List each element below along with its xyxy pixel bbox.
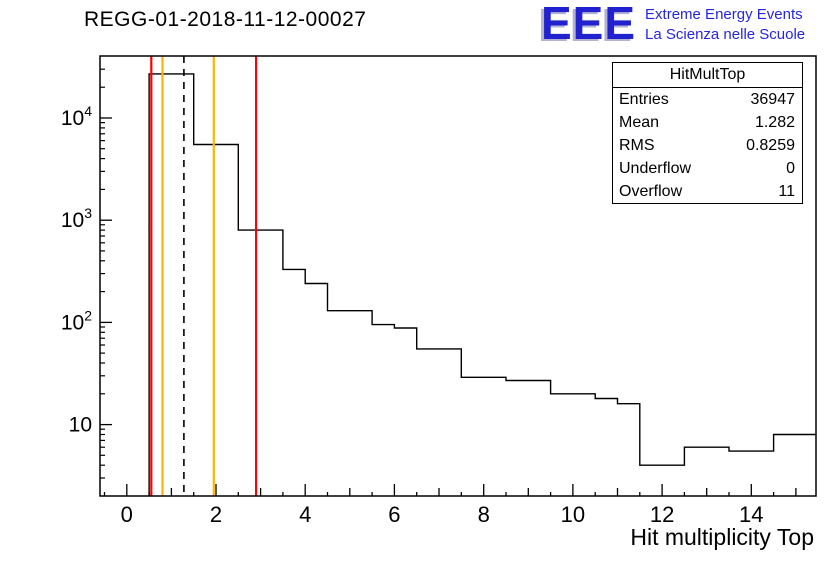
eee-logo-subtitle: Extreme Energy Events La Scienza nelle S… bbox=[645, 5, 805, 46]
svg-text:6: 6 bbox=[388, 502, 400, 527]
svg-text:0: 0 bbox=[121, 502, 133, 527]
svg-text:104: 104 bbox=[61, 103, 92, 130]
svg-text:12: 12 bbox=[650, 502, 674, 527]
stats-box: HitMultTop Entries 36947 Mean 1.282 RMS … bbox=[612, 62, 803, 204]
svg-text:8: 8 bbox=[478, 502, 490, 527]
stats-row: RMS 0.8259 bbox=[613, 134, 802, 157]
eee-logo-line2: La Scienza nelle Scuole bbox=[645, 26, 806, 44]
eee-logo-line1: Extreme Energy Events bbox=[645, 6, 803, 23]
stats-row-label: Overflow bbox=[619, 183, 683, 200]
stats-row: Underflow 0 bbox=[613, 157, 802, 180]
stats-row: Mean 1.282 bbox=[613, 111, 802, 134]
stats-row-label: Underflow bbox=[619, 160, 692, 177]
svg-text:10: 10 bbox=[69, 414, 92, 437]
svg-text:2: 2 bbox=[210, 502, 222, 527]
stats-row-value: 1.282 bbox=[754, 114, 795, 131]
stats-row-value: 36947 bbox=[750, 91, 796, 108]
stats-row-label: RMS bbox=[619, 137, 655, 154]
stats-box-title: HitMultTop bbox=[613, 63, 802, 88]
stats-row-label: Mean bbox=[619, 114, 660, 131]
svg-text:102: 102 bbox=[61, 307, 92, 334]
eee-logo: EEE Extreme Energy Events La Scienza nel… bbox=[541, 0, 805, 49]
svg-text:103: 103 bbox=[61, 205, 92, 232]
stats-row-value: 0 bbox=[786, 160, 795, 177]
chart-title: REGG-01-2018-11-12-00027 bbox=[84, 8, 367, 31]
stats-row-value: 0.8259 bbox=[746, 137, 795, 154]
stats-row: Entries 36947 bbox=[613, 88, 802, 111]
x-axis-title: Hit multiplicity Top bbox=[630, 524, 814, 550]
svg-text:4: 4 bbox=[299, 502, 311, 527]
svg-text:10: 10 bbox=[561, 502, 585, 527]
stats-row-value: 11 bbox=[778, 183, 795, 200]
stats-row-label: Entries bbox=[619, 91, 669, 108]
stats-row: Overflow 11 bbox=[613, 180, 802, 203]
svg-text:14: 14 bbox=[739, 502, 763, 527]
eee-logo-letters: EEE bbox=[541, 0, 637, 49]
